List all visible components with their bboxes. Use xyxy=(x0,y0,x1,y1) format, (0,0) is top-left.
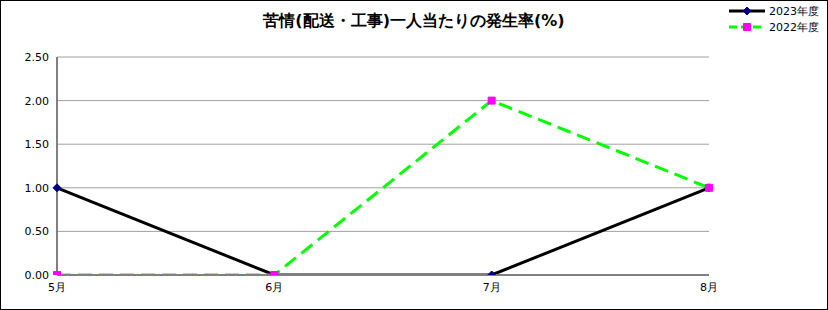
html-text:苦情(配送・工事)一人当たりの発生率(%): 苦情(配送・工事)一人当たりの発生率(%) xyxy=(263,11,565,30)
svg-text:1.00: 1.00 xyxy=(25,182,50,195)
svg-text:0.00: 0.00 xyxy=(25,269,50,282)
svg-text:5月: 5月 xyxy=(48,281,66,294)
svg-text:8月: 8月 xyxy=(700,281,718,294)
html-text:2023年度: 2023年度 xyxy=(769,4,819,18)
svg-text:2.50: 2.50 xyxy=(25,51,50,64)
svg-text:0.50: 0.50 xyxy=(25,225,50,238)
svg-text:2.00: 2.00 xyxy=(25,95,50,108)
html-text:2022年度: 2022年度 xyxy=(769,20,819,34)
svg-text:7月: 7月 xyxy=(483,281,501,294)
svg-text:6月: 6月 xyxy=(265,281,283,294)
svg-text:1.50: 1.50 xyxy=(25,138,50,151)
